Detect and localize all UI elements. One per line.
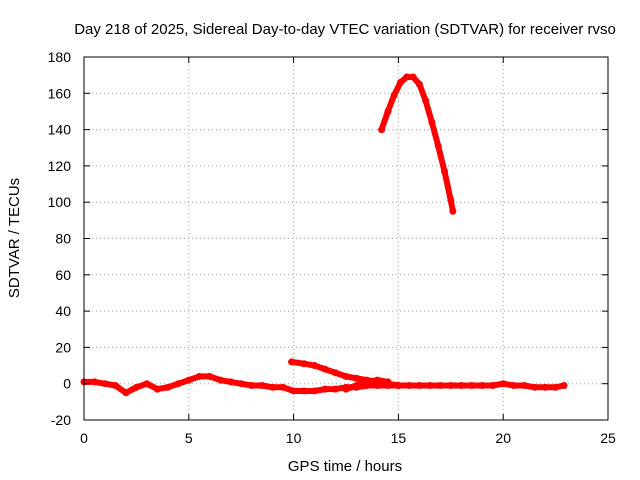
data-point (237, 380, 245, 388)
data-point (436, 382, 444, 390)
data-point (300, 360, 308, 368)
chart-title: Day 218 of 2025, Sidereal Day-to-day VTE… (74, 21, 616, 38)
data-point (378, 126, 386, 134)
y-tick-label: 60 (55, 267, 71, 283)
data-point (447, 196, 455, 204)
data-point (426, 382, 434, 390)
data-point (332, 385, 340, 393)
data-point (396, 78, 404, 86)
data-point (300, 387, 308, 395)
data-point (258, 382, 266, 390)
data-point (290, 387, 298, 395)
data-point (352, 382, 360, 390)
data-point (332, 369, 340, 377)
x-tick-label: 15 (391, 430, 407, 446)
data-point (390, 91, 398, 99)
y-tick-label: 120 (48, 158, 72, 174)
data-point (560, 382, 568, 390)
data-point (101, 380, 109, 388)
x-tick-label: 10 (286, 430, 302, 446)
data-point (321, 365, 329, 373)
data-point (132, 383, 140, 391)
data-point (531, 383, 539, 391)
x-tick-label: 0 (80, 430, 88, 446)
data-point (422, 97, 430, 105)
data-point (541, 383, 549, 391)
data-point (415, 80, 423, 88)
data-point (520, 382, 528, 390)
data-point (321, 385, 329, 393)
data-point (195, 372, 203, 380)
data-point (352, 374, 360, 382)
data-point (90, 378, 98, 386)
data-point (185, 376, 193, 384)
data-point (164, 383, 172, 391)
data-point (489, 382, 497, 390)
series-layer (80, 73, 568, 397)
data-point (288, 358, 296, 366)
data-point (373, 376, 381, 384)
data-point (342, 372, 350, 380)
data-point (384, 107, 392, 115)
data-point (206, 372, 214, 380)
data-point (552, 383, 560, 391)
y-axis-label: SDTVAR / TECUs (6, 178, 23, 298)
data-point (428, 118, 436, 126)
data-point (311, 362, 319, 370)
series-satellite-track-a (80, 372, 568, 397)
x-tick-label: 5 (185, 430, 193, 446)
data-point (248, 382, 256, 390)
data-point (510, 382, 518, 390)
data-point (279, 383, 287, 391)
y-tick-label: 140 (48, 122, 72, 138)
data-point (363, 378, 371, 386)
data-point (441, 167, 449, 175)
data-point (405, 382, 413, 390)
data-point (342, 385, 350, 393)
y-tick-label: 20 (55, 339, 71, 355)
y-tick-label: 0 (63, 376, 71, 392)
data-point (449, 207, 457, 215)
data-point (457, 382, 465, 390)
data-point (468, 382, 476, 390)
data-point (122, 389, 130, 397)
data-point (153, 385, 161, 393)
data-point (311, 387, 319, 395)
data-point (143, 380, 151, 388)
data-point (415, 382, 423, 390)
grid-layer (84, 57, 608, 420)
y-tick-label: 180 (48, 49, 72, 65)
y-tick-label: 40 (55, 303, 71, 319)
data-point (403, 73, 411, 81)
x-axis-label: GPS time / hours (288, 458, 402, 475)
x-tick-label: 25 (600, 430, 616, 446)
series-satellite-track-c (342, 376, 392, 393)
y-tick-label: -20 (51, 412, 71, 428)
data-point (447, 382, 455, 390)
data-point (409, 73, 417, 81)
data-point (478, 382, 486, 390)
x-tick-label: 20 (495, 430, 511, 446)
data-point (216, 376, 224, 384)
y-tick-label: 160 (48, 85, 72, 101)
data-point (111, 382, 119, 390)
series-satellite-track-d (378, 73, 457, 215)
data-point (227, 378, 235, 386)
data-point (269, 383, 277, 391)
tick-layer: 0 5 10 15 20 25 -20 0 20 40 60 80 100 120 140 160 180 (48, 49, 616, 446)
data-point (384, 378, 392, 386)
data-point (174, 380, 182, 388)
data-point (434, 142, 442, 150)
data-point (394, 382, 402, 390)
data-point (499, 380, 507, 388)
y-tick-label: 80 (55, 231, 71, 247)
y-tick-label: 100 (48, 194, 72, 210)
